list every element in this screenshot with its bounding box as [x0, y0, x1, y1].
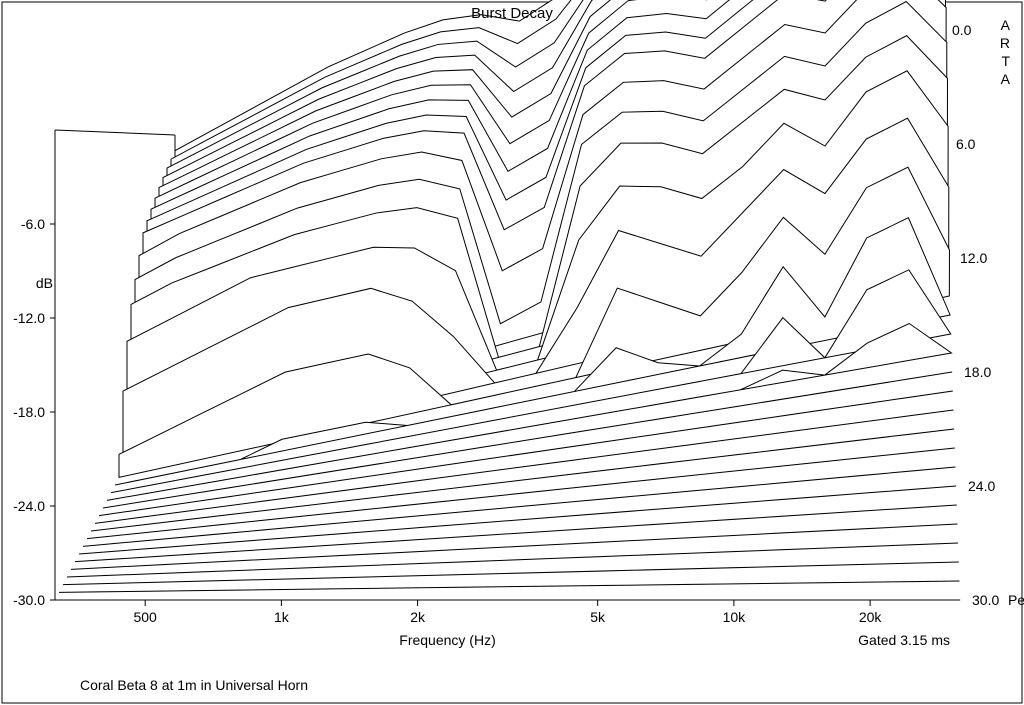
z-tick-label: 24.0: [968, 478, 995, 494]
x-tick-label: 1k: [274, 609, 290, 625]
z-tick-label: 6.0: [956, 136, 976, 152]
y-axis-label: dB: [36, 275, 53, 291]
z-tick-label: 18.0: [964, 364, 991, 380]
chart-title: Burst Decay: [471, 5, 553, 22]
x-tick-label: 20k: [859, 609, 883, 625]
z-tick-label: 0.0: [952, 22, 972, 38]
y-tick-label: -6.0: [21, 216, 45, 232]
gated-label: Gated 3.15 ms: [858, 632, 950, 648]
y-tick-label: -30.0: [13, 592, 45, 608]
y-tick-label: -24.0: [13, 498, 45, 514]
z-tick-label: 12.0: [960, 250, 987, 266]
arta-letter: A: [1001, 17, 1011, 33]
x-axis-label: Frequency (Hz): [399, 632, 495, 648]
y-tick-label: -12.0: [13, 310, 45, 326]
chart-caption: Coral Beta 8 at 1m in Universal Horn: [80, 677, 308, 693]
z-axis-label: Periods: [1008, 592, 1024, 608]
arta-letter: A: [1001, 71, 1011, 87]
y-tick-label: -18.0: [13, 404, 45, 420]
x-tick-label: 500: [133, 609, 157, 625]
z-tick-label: 30.0: [972, 592, 999, 608]
x-tick-label: 10k: [723, 609, 747, 625]
arta-letter: R: [1000, 35, 1010, 51]
arta-letter: T: [1001, 53, 1010, 69]
x-tick-label: 5k: [590, 609, 606, 625]
burst-decay-chart: 500 1k 2k 5k 10k 20k Frequency (Hz) dB -6.0 -12.0…: [0, 0, 1024, 705]
x-tick-label: 2k: [410, 609, 426, 625]
